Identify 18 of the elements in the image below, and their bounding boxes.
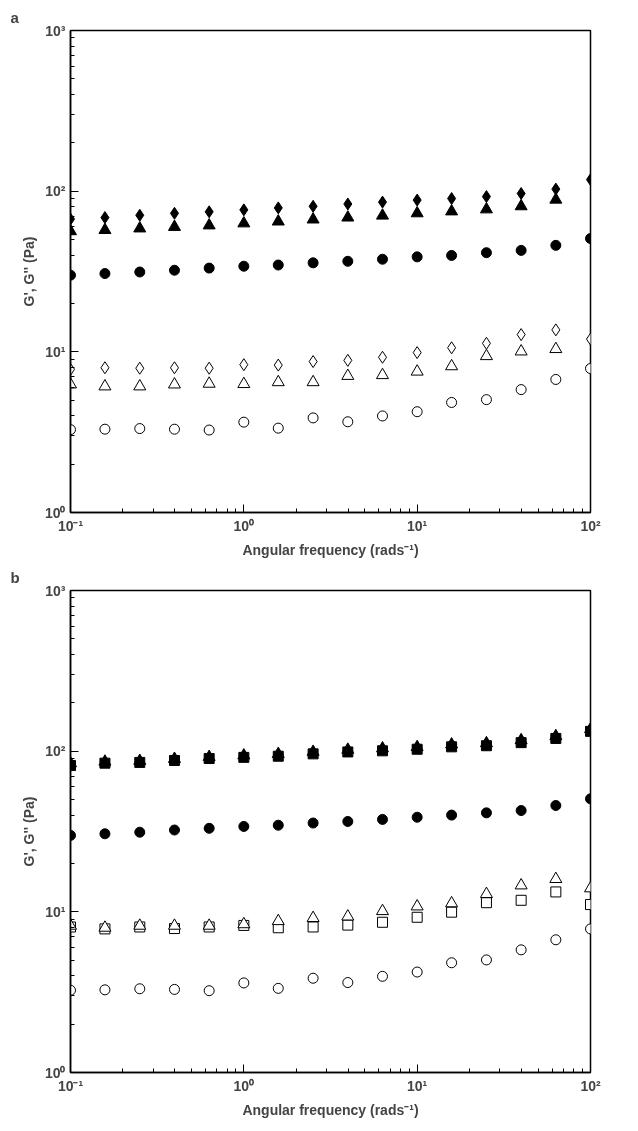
chart-title: a xyxy=(10,8,20,26)
x-axis-title: Angular frequency (rads⁻¹) xyxy=(242,541,419,558)
chart-title: b xyxy=(10,568,20,586)
x-tick-label: 10² xyxy=(580,517,601,534)
y-axis-title: G', G'' (Pa) xyxy=(20,236,37,307)
y-tick-label: 10² xyxy=(45,183,66,200)
y-tick-label: 10³ xyxy=(45,22,66,39)
x-tick-label: 10⁰ xyxy=(233,1077,255,1094)
x-tick-label: 10⁰ xyxy=(233,517,255,534)
y-tick-label: 10² xyxy=(45,743,66,760)
x-axis-title: Angular frequency (rads⁻¹) xyxy=(242,1101,419,1118)
y-tick-label: 10¹ xyxy=(45,343,66,360)
y-axis-title: G', G'' (Pa) xyxy=(20,796,37,867)
x-tick-label: 10¹ xyxy=(407,1077,428,1094)
x-tick-label: 10¹ xyxy=(407,517,428,534)
y-tick-label: 10³ xyxy=(45,582,66,599)
x-tick-label: 10² xyxy=(580,1077,601,1094)
y-tick-label: 10¹ xyxy=(45,903,66,920)
